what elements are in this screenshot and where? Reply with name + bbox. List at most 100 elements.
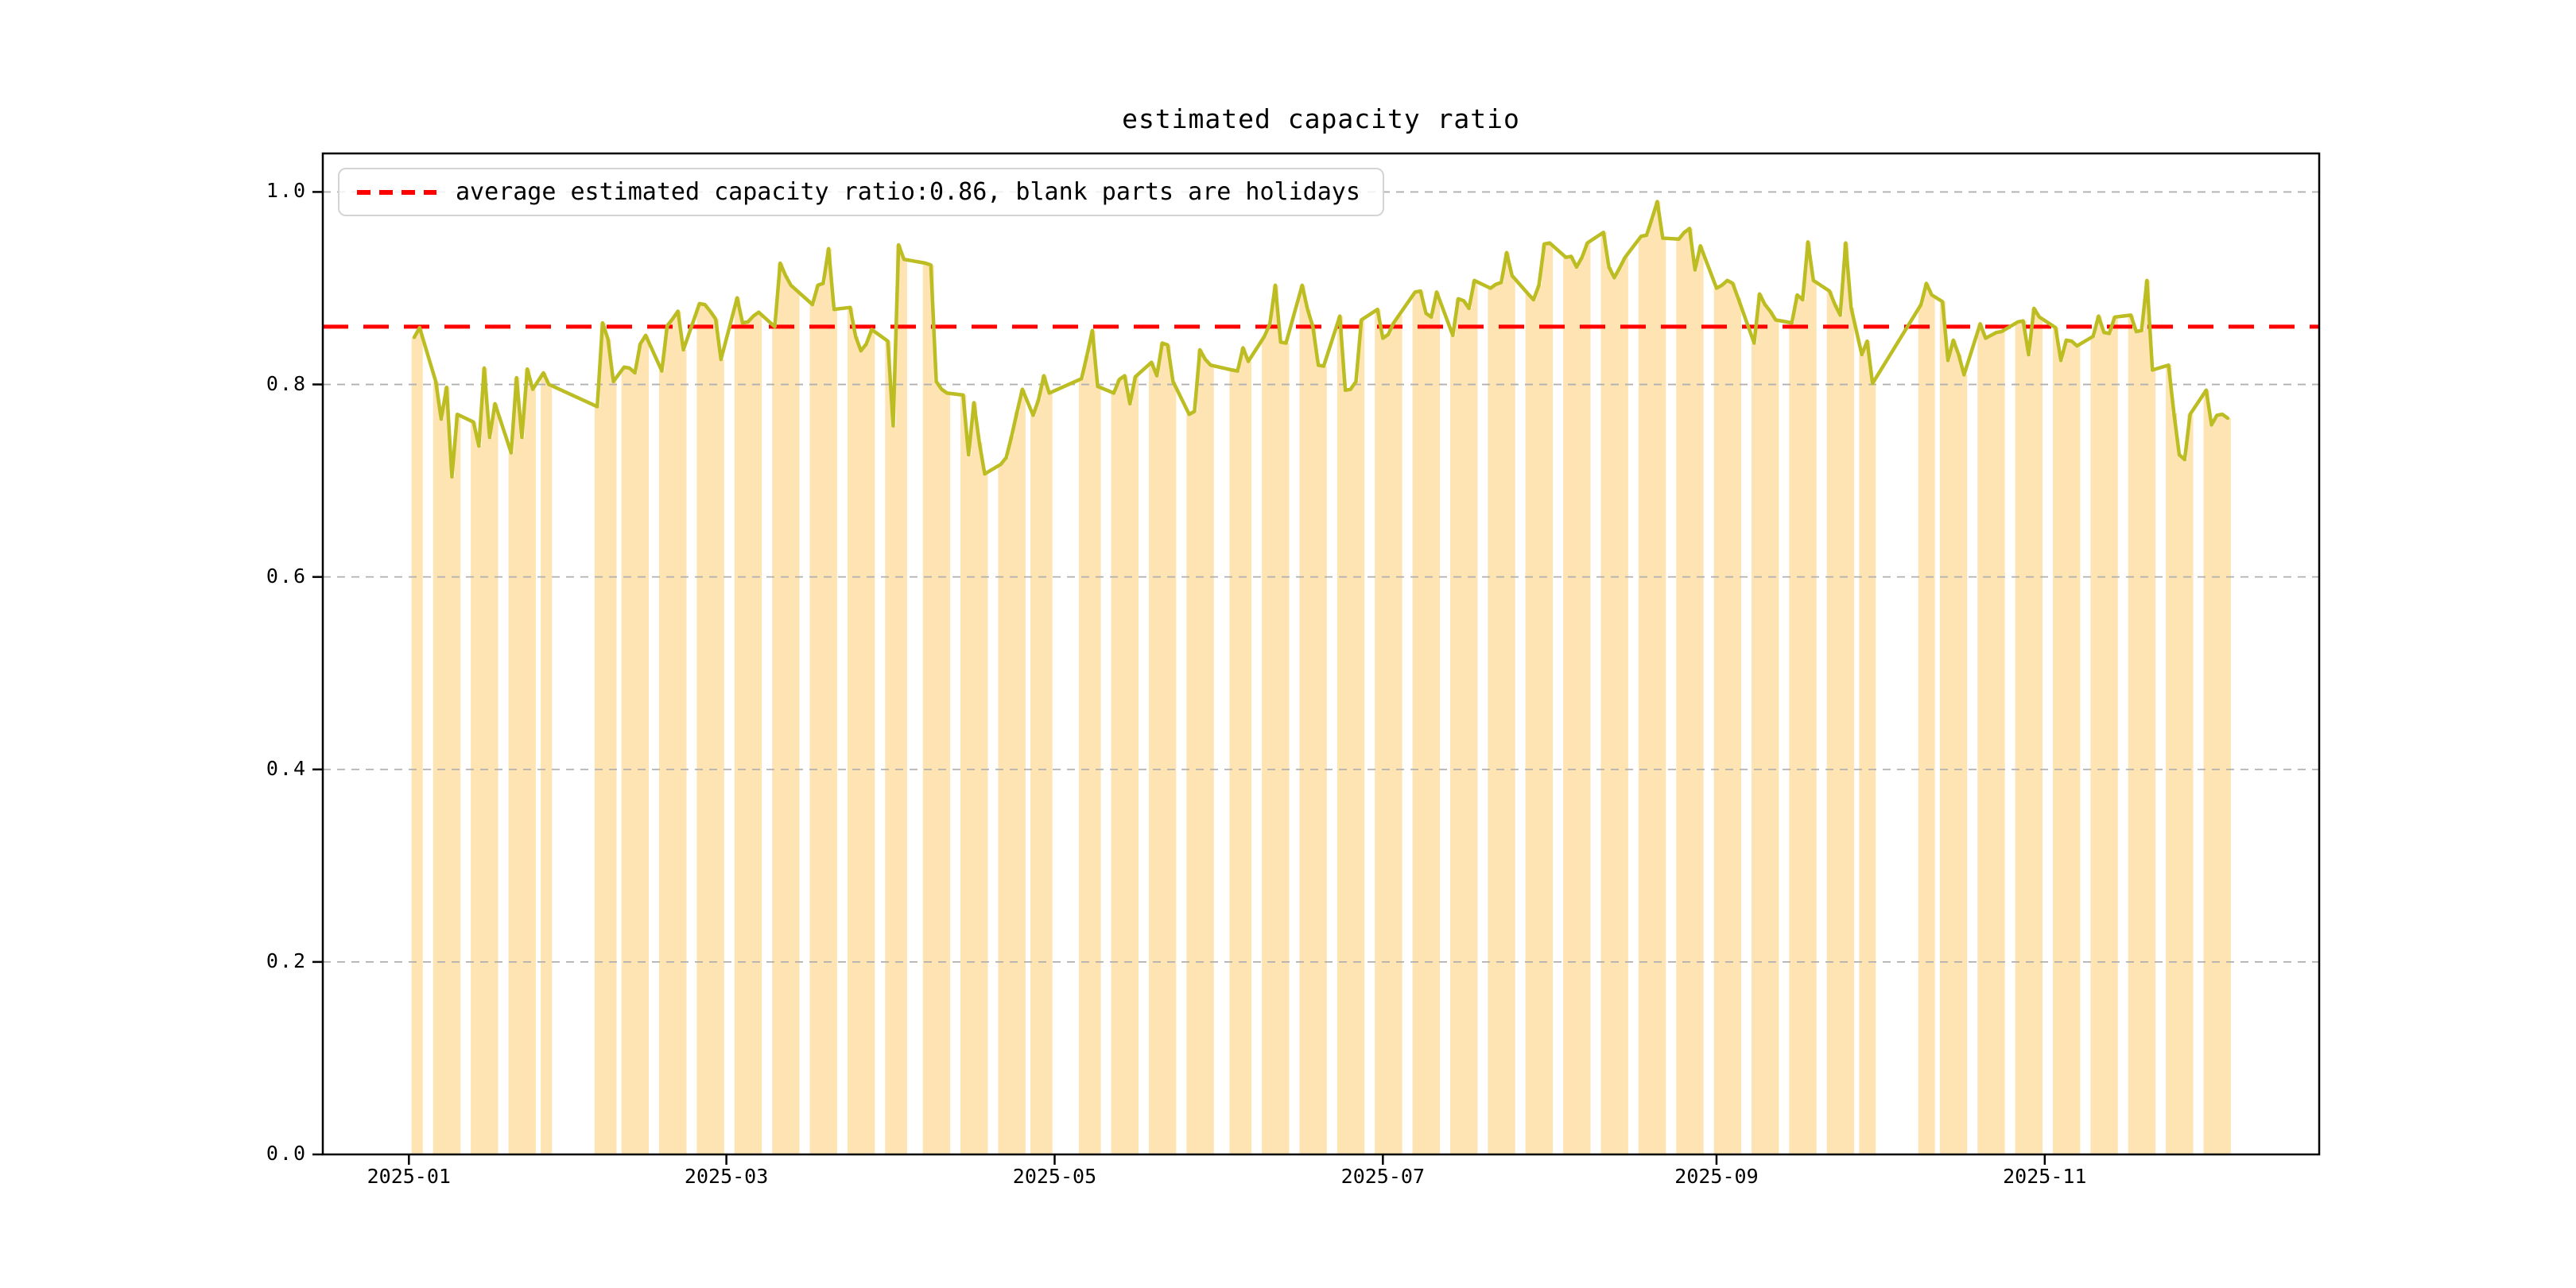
red-dashed-line-swatch xyxy=(357,189,436,195)
workday-bar xyxy=(2020,320,2027,1154)
workday-bar xyxy=(1084,355,1091,1154)
workday-bar xyxy=(2112,316,2118,1154)
workday-bar xyxy=(675,311,681,1154)
workday-bar xyxy=(1509,275,1515,1154)
workday-bar xyxy=(1649,219,1655,1155)
y-tick-label: 1.0 xyxy=(266,179,307,203)
workday-bar xyxy=(1433,292,1441,1154)
workday-bar xyxy=(1923,283,1930,1155)
workday-bar xyxy=(438,419,444,1154)
workday-bar xyxy=(519,437,526,1154)
workday-bar xyxy=(1826,291,1833,1154)
workday-bar xyxy=(1127,403,1134,1154)
workday-bar xyxy=(659,370,665,1154)
legend: average estimated capacity ratio:0.86, b… xyxy=(338,168,1384,216)
workday-bar xyxy=(1956,355,1962,1154)
workday-bar xyxy=(1993,332,2000,1155)
workday-bar xyxy=(852,336,859,1154)
workday-bar xyxy=(1832,305,1838,1155)
workday-bar xyxy=(642,335,650,1154)
workday-bar xyxy=(1030,415,1037,1154)
workday-bar xyxy=(1472,280,1478,1154)
workday-bar xyxy=(664,325,671,1155)
workday-bar xyxy=(751,316,757,1154)
workday-bar xyxy=(1192,411,1198,1154)
workday-bar xyxy=(1272,285,1278,1155)
workday-bar xyxy=(1810,280,1817,1154)
workday-bar xyxy=(1186,414,1193,1154)
y-tick-label: 0.6 xyxy=(266,564,307,588)
workday-bar xyxy=(1019,389,1026,1155)
workday-bar xyxy=(890,425,897,1154)
workday-bar xyxy=(1837,315,1844,1154)
workday-bar xyxy=(1396,315,1402,1154)
workday-bar xyxy=(2063,339,2070,1154)
workday-bar xyxy=(524,369,531,1155)
workday-bar xyxy=(739,323,746,1154)
workday-bar xyxy=(2090,336,2097,1154)
workday-bar xyxy=(1235,370,1241,1154)
workday-bar xyxy=(1713,288,1720,1155)
workday-bar xyxy=(1611,277,1618,1154)
workday-bar xyxy=(777,263,784,1155)
workday-bar xyxy=(858,351,864,1154)
workday-bar xyxy=(2139,330,2145,1155)
workday-bar xyxy=(1692,270,1698,1155)
workday-bar xyxy=(1283,343,1290,1154)
workday-bar xyxy=(2203,390,2209,1155)
workday-bar xyxy=(1805,242,1812,1155)
workday-bar xyxy=(1939,301,1946,1154)
workday-bar xyxy=(1262,336,1268,1154)
workday-bar xyxy=(627,367,633,1155)
workday-bar xyxy=(1461,301,1467,1154)
workday-bar xyxy=(1278,342,1284,1154)
workday-bar xyxy=(530,389,536,1155)
workday-bar xyxy=(2096,316,2102,1154)
workday-bar xyxy=(433,381,440,1154)
workday-bar xyxy=(2106,333,2113,1154)
workday-bar xyxy=(1035,399,1042,1154)
workday-bar xyxy=(1078,378,1085,1154)
workday-bar xyxy=(411,337,418,1154)
workday-bar xyxy=(1148,362,1155,1154)
workday-bar xyxy=(1999,331,2005,1154)
workday-bar xyxy=(1950,339,1957,1154)
workday-bar xyxy=(2026,355,2032,1154)
workday-bar xyxy=(1466,308,1472,1155)
workday-bar xyxy=(1659,238,1666,1154)
workday-bar xyxy=(508,452,514,1154)
workday-bar xyxy=(1353,381,1360,1154)
workday-bar xyxy=(1240,347,1247,1155)
workday-bar xyxy=(1573,266,1580,1154)
workday-bar xyxy=(1391,323,1397,1154)
workday-bar xyxy=(868,329,875,1154)
workday-bar xyxy=(2052,328,2059,1155)
workday-bar xyxy=(1536,285,1542,1155)
workday-bar xyxy=(707,311,714,1154)
workday-bar xyxy=(1305,309,1311,1154)
workday-bar xyxy=(885,341,891,1154)
workday-bar xyxy=(611,381,617,1154)
workday-bar xyxy=(1202,359,1208,1154)
workday-bar xyxy=(1579,257,1585,1154)
y-tick-label: 0.0 xyxy=(266,1142,307,1165)
x-tick-label: 2025-07 xyxy=(1340,1165,1425,1188)
x-tick-label: 2025-01 xyxy=(367,1165,451,1188)
workday-bar xyxy=(2069,341,2075,1154)
workday-bar xyxy=(1229,370,1236,1154)
workday-bar xyxy=(1428,316,1435,1154)
workday-bar xyxy=(1488,288,1494,1155)
workday-bar xyxy=(1379,338,1387,1154)
workday-bar xyxy=(745,321,751,1154)
workday-bar xyxy=(2171,413,2178,1154)
workday-bar xyxy=(696,303,703,1155)
workday-bar xyxy=(2058,360,2065,1154)
workday-bar xyxy=(454,414,461,1154)
workday-bar xyxy=(809,305,816,1155)
workday-bar xyxy=(514,378,520,1154)
workday-bar xyxy=(471,421,477,1154)
workday-bar xyxy=(1375,309,1381,1154)
workday-bar xyxy=(1568,256,1575,1154)
